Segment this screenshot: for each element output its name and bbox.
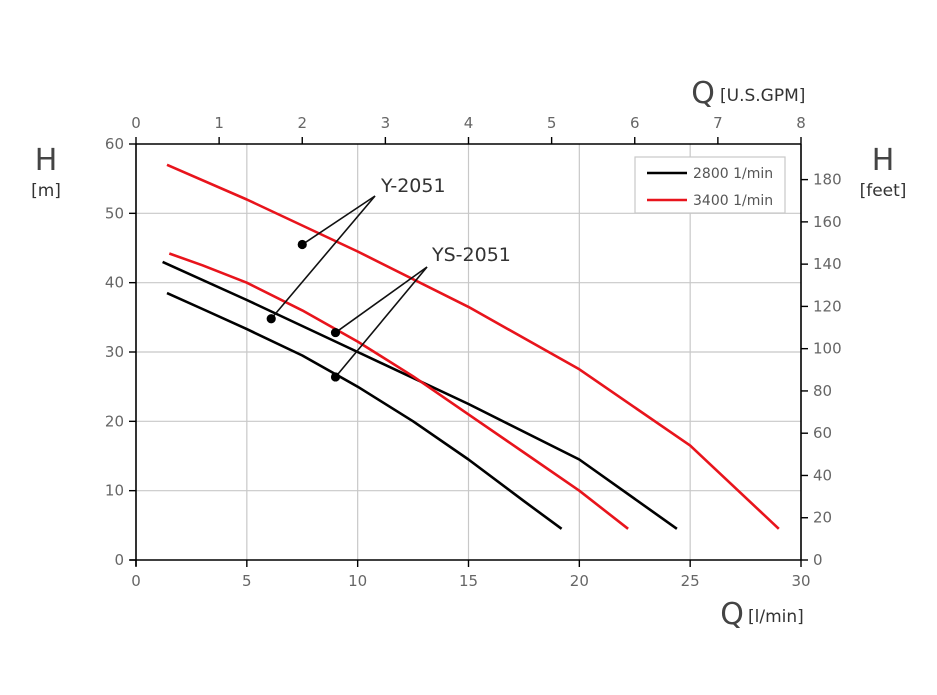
annotation-marker xyxy=(297,239,307,250)
x-bottom-tick-label: 20 xyxy=(570,572,589,590)
x-top-tick-label: 0 xyxy=(131,114,141,132)
annotation-leader-line xyxy=(270,195,376,320)
y-right-tick-label: 0 xyxy=(813,551,823,569)
x-top-tick-label: 2 xyxy=(297,114,307,132)
y-left-axis-title: H xyxy=(35,143,58,178)
y-right-tick-label: 160 xyxy=(813,213,842,231)
legend: 2800 1/min 3400 1/min xyxy=(634,156,786,214)
y-left-tick-label: 40 xyxy=(105,274,124,292)
axes: 0 5 10 15 20 25 300 1 2 3 4 5 6 7 80102030405060020406… xyxy=(31,76,906,632)
annotation-marker xyxy=(330,372,341,382)
legend-label: 3400 1/min xyxy=(693,193,773,209)
series-line-ys-2051-2800 xyxy=(166,291,563,530)
x-top-tick-label: 8 xyxy=(796,114,806,132)
legend-box xyxy=(634,156,786,214)
x-bottom-axis-title: Q xyxy=(720,597,744,632)
x-top-tick-label: 6 xyxy=(630,114,640,132)
annotation-leader-line xyxy=(301,195,376,246)
x-top-axis-unit: [U.S.GPM] xyxy=(720,86,805,106)
y-left-tick-label: 20 xyxy=(105,412,124,430)
x-bottom-tick-label: 15 xyxy=(459,572,478,590)
y-left-tick-label: 60 xyxy=(105,135,124,153)
y-right-tick-label: 120 xyxy=(813,297,842,315)
annotation-leader-line xyxy=(335,266,428,334)
x-top-tick-label: 1 xyxy=(214,114,224,132)
annotation-label: YS-2051 xyxy=(431,244,511,266)
y-right-tick-label: 180 xyxy=(813,171,842,189)
annotation-leader-line xyxy=(334,266,428,378)
y-left-axis-unit: [m] xyxy=(31,181,61,201)
y-right-axis-title: H xyxy=(872,143,895,178)
y-right-tick-label: 80 xyxy=(813,382,832,400)
annotation-marker xyxy=(266,314,276,324)
x-bottom-axis-unit: [l/min] xyxy=(748,607,804,627)
y-left-tick-label: 30 xyxy=(105,343,124,361)
annotation-label: Y-2051 xyxy=(380,175,446,197)
x-top-tick-label: 7 xyxy=(713,114,723,132)
y-right-tick-label: 140 xyxy=(813,255,842,273)
x-top-axis-title: Q xyxy=(691,76,715,111)
y-right-tick-label: 60 xyxy=(813,424,832,442)
annotations: Y-2051 YS-2051 xyxy=(266,175,511,382)
x-top-tick-label: 3 xyxy=(381,114,391,132)
series-lines xyxy=(162,163,780,530)
y-left-tick-label: 0 xyxy=(114,551,124,569)
x-bottom-tick-label: 30 xyxy=(791,572,810,590)
y-right-tick-label: 100 xyxy=(813,340,842,358)
y-right-axis-unit: [feet] xyxy=(860,181,907,201)
series-line-ys-2051-3400 xyxy=(168,252,629,530)
series-line-y-2051-3400 xyxy=(166,163,780,530)
x-bottom-tick-label: 10 xyxy=(348,572,367,590)
legend-label: 2800 1/min xyxy=(693,166,773,182)
y-right-tick-label: 40 xyxy=(813,466,832,484)
y-right-tick-label: 20 xyxy=(813,509,832,527)
y-left-tick-label: 10 xyxy=(105,482,124,500)
series-line-y-2051-2800 xyxy=(162,260,678,530)
x-bottom-tick-label: 25 xyxy=(681,572,700,590)
y-left-tick-label: 50 xyxy=(105,204,124,222)
x-top-tick-label: 4 xyxy=(464,114,474,132)
x-bottom-tick-label: 0 xyxy=(131,572,141,590)
annotation-marker xyxy=(330,327,341,338)
x-top-tick-label: 5 xyxy=(547,114,557,132)
x-bottom-tick-label: 5 xyxy=(242,572,252,590)
